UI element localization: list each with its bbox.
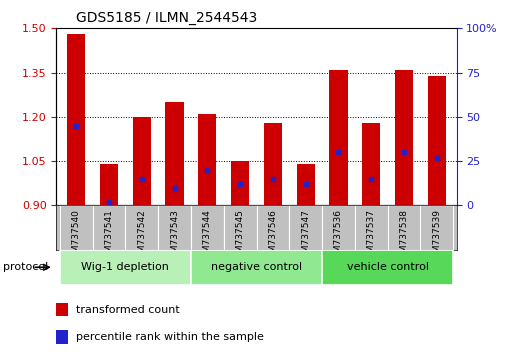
Bar — [125, 205, 158, 250]
Text: GSM737543: GSM737543 — [170, 209, 179, 264]
Bar — [60, 205, 92, 250]
Bar — [166, 102, 184, 205]
Bar — [56, 330, 68, 344]
Text: GSM737545: GSM737545 — [235, 209, 245, 264]
Text: protocol: protocol — [3, 262, 48, 272]
Bar — [133, 117, 151, 205]
Bar — [100, 164, 118, 205]
Text: GSM737544: GSM737544 — [203, 209, 212, 264]
Bar — [199, 114, 216, 205]
Bar — [329, 70, 347, 205]
Bar — [362, 123, 380, 205]
Bar — [355, 205, 388, 250]
Text: GSM737541: GSM737541 — [105, 209, 113, 264]
Bar — [322, 250, 453, 285]
Text: GSM737536: GSM737536 — [334, 209, 343, 264]
Bar — [428, 75, 446, 205]
Bar — [256, 205, 289, 250]
Bar — [421, 205, 453, 250]
Bar — [289, 205, 322, 250]
Text: GSM737537: GSM737537 — [367, 209, 376, 264]
Text: vehicle control: vehicle control — [347, 262, 429, 272]
Text: GSM737547: GSM737547 — [301, 209, 310, 264]
Bar — [264, 123, 282, 205]
Text: transformed count: transformed count — [76, 305, 180, 315]
Bar — [191, 250, 322, 285]
Bar — [60, 250, 191, 285]
Text: GSM737542: GSM737542 — [137, 209, 146, 264]
Bar — [322, 205, 355, 250]
Bar — [92, 205, 125, 250]
Bar — [388, 205, 421, 250]
Bar — [56, 303, 68, 316]
Text: negative control: negative control — [211, 262, 302, 272]
Text: GSM737539: GSM737539 — [432, 209, 441, 264]
Bar — [67, 34, 85, 205]
Text: Wig-1 depletion: Wig-1 depletion — [82, 262, 169, 272]
Text: GSM737546: GSM737546 — [268, 209, 278, 264]
Text: GDS5185 / ILMN_2544543: GDS5185 / ILMN_2544543 — [76, 11, 258, 24]
Bar — [297, 164, 314, 205]
Bar — [224, 205, 256, 250]
Text: percentile rank within the sample: percentile rank within the sample — [76, 332, 264, 342]
Bar — [191, 205, 224, 250]
Text: GSM737540: GSM737540 — [72, 209, 81, 264]
Bar — [231, 161, 249, 205]
Bar — [395, 70, 413, 205]
Bar — [158, 205, 191, 250]
Text: GSM737538: GSM737538 — [400, 209, 408, 264]
